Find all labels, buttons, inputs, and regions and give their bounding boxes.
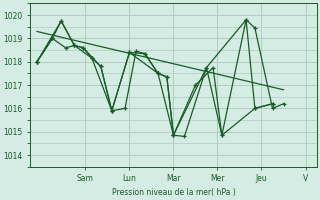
X-axis label: Pression niveau de la mer( hPa ): Pression niveau de la mer( hPa ) xyxy=(112,188,235,197)
